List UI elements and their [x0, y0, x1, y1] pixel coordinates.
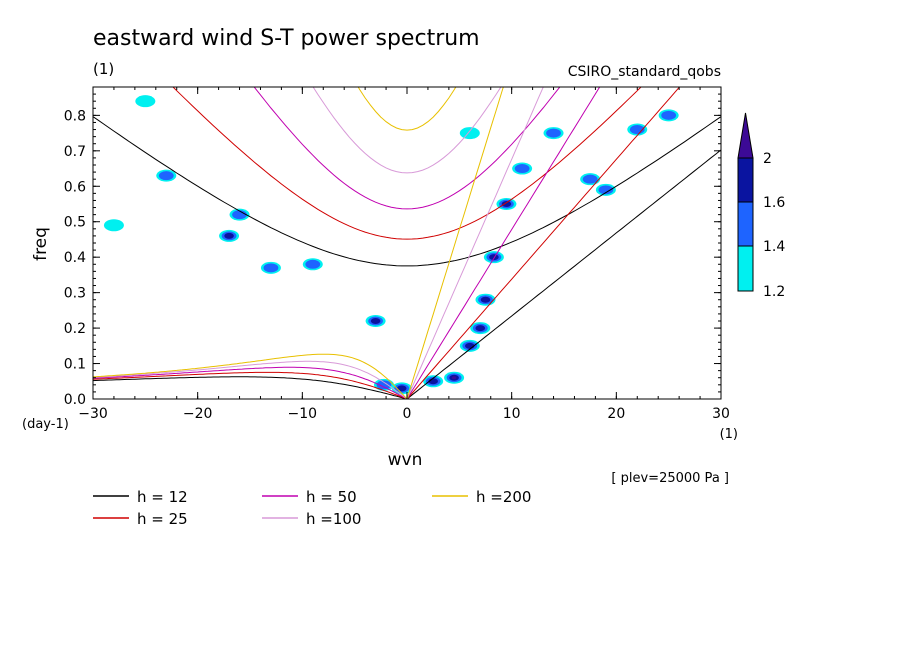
power-contour-7-level-1 — [514, 164, 530, 174]
x-axis-label: wvn — [388, 450, 423, 470]
chart-title: eastward wind S-T power spectrum — [93, 26, 480, 51]
colorbar: 1.2 1.4 1.6 2 — [737, 112, 785, 300]
y-tick-label: 0.5 — [64, 215, 86, 231]
y-tick-label: 0.7 — [64, 144, 86, 160]
plot-frame — [92, 86, 722, 400]
y-axis-unit: (day-1) — [22, 417, 69, 432]
y-tick-label: 0.0 — [64, 392, 86, 408]
power-contour-22-level-0 — [103, 219, 124, 232]
x-tick-label: −30 — [78, 406, 108, 422]
power-contour-2-level-2 — [465, 342, 475, 349]
colorbar-label: 1.2 — [763, 284, 785, 300]
dispersion-curves — [93, 87, 721, 399]
power-contour-23-level-0 — [459, 127, 480, 140]
power-contour-12-level-2 — [224, 232, 234, 239]
gravity-curve-12 — [93, 116, 721, 267]
power-contour-19-level-1 — [305, 259, 321, 269]
power-contour-14-level-1 — [263, 263, 279, 273]
legend-label: h =100 — [306, 510, 361, 528]
y-tick-label: 0.8 — [64, 108, 86, 124]
power-contour-20-level-1 — [598, 185, 614, 195]
y-tick-label: 0.1 — [64, 357, 86, 373]
y-tick-label: 0.2 — [64, 321, 86, 337]
y-tick-label: 0.6 — [64, 179, 86, 195]
chart-subtitle-left: (1) — [93, 60, 114, 78]
x-tick-label: 10 — [503, 406, 521, 422]
kelvin-curve-50 — [406, 87, 601, 399]
power-contour-21-level-0 — [135, 95, 156, 108]
power-contour-6-level-2 — [501, 201, 512, 207]
kelvin-curve-25 — [406, 87, 681, 399]
legend: h = 12 h = 25 h = 50 h =100 h =200 — [93, 488, 531, 528]
power-contour-13-level-1 — [158, 171, 174, 181]
plev-note: [ plev=25000 Pa ] — [611, 471, 729, 486]
power-contour-4-level-2 — [480, 296, 491, 303]
x-tick-label: −10 — [288, 406, 318, 422]
x-axis-unit: (1) — [720, 427, 738, 442]
power-contours — [103, 95, 679, 395]
kelvin-curve-200 — [406, 87, 504, 399]
colorbar-label: 2 — [763, 151, 772, 167]
colorbar-triangle — [737, 112, 754, 159]
colorbar-segment — [737, 157, 754, 203]
y-axis-label: freq — [31, 227, 51, 261]
kelvin-curve-12 — [406, 149, 721, 399]
x-tick-label: 20 — [607, 406, 625, 422]
kelvin-curve-100 — [406, 87, 544, 399]
colorbar-label: 1.4 — [763, 239, 785, 255]
power-contour-18-level-1 — [661, 110, 677, 120]
colorbar-segment — [737, 245, 754, 292]
gravity-curve-100 — [312, 87, 502, 174]
power-contour-3-level-2 — [475, 325, 486, 332]
power-contour-0-level-3 — [451, 376, 457, 380]
legend-label: h = 50 — [306, 488, 357, 506]
rossby-curve-25 — [93, 371, 408, 399]
power-contour-10-level-1 — [376, 380, 392, 390]
power-contour-9-level-2 — [370, 318, 381, 324]
legend-label: h = 12 — [137, 488, 188, 506]
x-tick-label: 0 — [403, 406, 412, 422]
chart-subtitle-right: CSIRO_standard_qobs — [568, 64, 721, 80]
axes: −30 −20 −10 0 10 20 30 0.0 0.1 0.2 0.3 0.4 0.5 0.6 0.7… — [64, 87, 730, 422]
power-contour-8-level-2 — [396, 385, 407, 392]
rossby-curve-12 — [93, 376, 408, 399]
x-tick-label: −20 — [183, 406, 213, 422]
legend-label: h =200 — [476, 488, 531, 506]
rossby-curve-100 — [93, 360, 408, 399]
power-contour-11-level-1 — [232, 210, 247, 220]
power-contour-15-level-1 — [546, 128, 561, 138]
y-tick-label: 0.3 — [64, 286, 86, 302]
y-tick-label: 0.4 — [64, 250, 86, 266]
x-tick-label: 30 — [712, 406, 730, 422]
rossby-curve-200 — [93, 353, 408, 399]
rossby-curve-50 — [93, 366, 408, 399]
colorbar-label: 1.6 — [763, 195, 785, 211]
colorbar-segment — [737, 201, 754, 247]
gravity-curve-200 — [357, 87, 457, 131]
power-contour-5-level-2 — [489, 254, 499, 261]
legend-label: h = 25 — [137, 510, 188, 528]
power-contour-16-level-1 — [582, 174, 598, 184]
gravity-curve-25 — [172, 87, 642, 240]
gravity-curve-50 — [253, 87, 561, 210]
